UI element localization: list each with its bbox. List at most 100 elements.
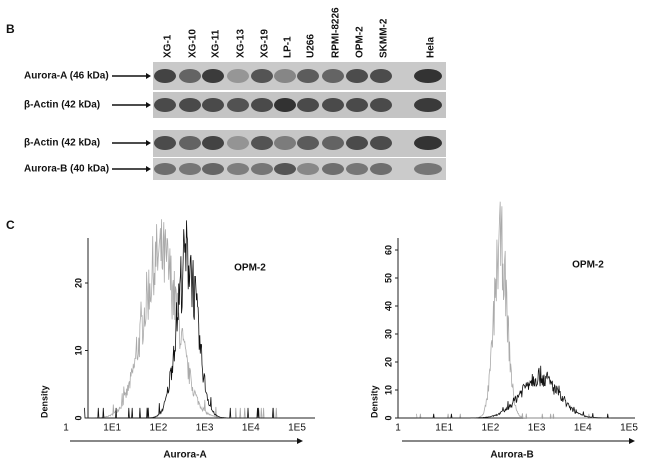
band	[154, 69, 176, 83]
x-tick-label: 1E4	[574, 423, 592, 434]
band	[274, 98, 296, 112]
row-label: β-Actin (42 kDa)	[24, 100, 100, 111]
band	[154, 98, 176, 112]
x-tick-label: 1	[395, 423, 401, 434]
x-tick-label: 1E1	[435, 423, 453, 434]
lane-label: U266	[306, 34, 317, 58]
lane-label: XG-11	[211, 29, 222, 58]
lane-label: XG-10	[188, 29, 199, 58]
band	[251, 136, 273, 150]
band	[297, 98, 319, 112]
lane-label: XG-19	[260, 29, 271, 58]
band	[227, 98, 249, 112]
band	[227, 163, 249, 175]
y-tick-label: 50	[383, 273, 393, 283]
lane-label: XG-1	[163, 34, 174, 58]
band	[274, 136, 296, 150]
x-tick-label: 1E4	[242, 423, 260, 434]
band	[251, 163, 273, 175]
band	[370, 98, 392, 112]
band	[370, 69, 392, 83]
y-axis-label: Density	[39, 385, 49, 418]
band	[179, 136, 201, 150]
lane-label: XG-13	[236, 29, 247, 58]
band	[322, 98, 344, 112]
y-tick-label: 10	[73, 345, 83, 355]
arrow-head	[146, 166, 151, 172]
arrow-head	[146, 140, 151, 146]
band	[414, 136, 442, 150]
band	[154, 136, 176, 150]
band	[202, 136, 224, 150]
band	[346, 163, 368, 175]
x-arrow-head	[629, 438, 635, 444]
y-axis-label: Density	[369, 385, 379, 418]
band	[251, 98, 273, 112]
lane-label: LP-1	[283, 36, 294, 58]
band	[414, 98, 442, 112]
row-label: Aurora-B (40 kDa)	[24, 164, 109, 175]
plot-title: OPM-2	[572, 260, 604, 271]
lane-label: SKMM-2	[379, 18, 390, 58]
band	[274, 69, 296, 83]
histogram-trace	[84, 220, 279, 419]
y-tick-label: 20	[73, 278, 83, 288]
histogram-trace	[84, 219, 279, 419]
x-tick-label: 1E2	[482, 423, 500, 434]
band	[179, 163, 201, 175]
band	[322, 69, 344, 83]
band	[297, 136, 319, 150]
band	[322, 163, 344, 175]
arrow-head	[146, 73, 151, 79]
y-tick-label: 60	[383, 245, 393, 255]
x-tick-label: 1E5	[620, 423, 638, 434]
band	[346, 69, 368, 83]
x-tick-label: 1E2	[150, 423, 168, 434]
x-tick-label: 1E3	[196, 423, 214, 434]
y-tick-label: 0	[383, 415, 393, 420]
band	[370, 163, 392, 175]
arrow-head	[146, 102, 151, 108]
plot-title: OPM-2	[234, 263, 266, 274]
band	[227, 69, 249, 83]
band	[202, 69, 224, 83]
band	[251, 69, 273, 83]
band	[179, 69, 201, 83]
band	[346, 136, 368, 150]
band	[202, 98, 224, 112]
panel-label: C	[6, 218, 15, 232]
x-axis-label: Aurora-B	[490, 450, 533, 461]
lane-label: Hela	[426, 36, 437, 58]
band	[297, 69, 319, 83]
band	[202, 163, 224, 175]
row-label: β-Actin (42 kDa)	[24, 138, 100, 149]
histogram-trace	[416, 365, 611, 419]
y-tick-label: 10	[383, 385, 393, 395]
band	[227, 136, 249, 150]
lane-label: OPM-2	[355, 26, 366, 58]
band	[297, 163, 319, 175]
histogram-trace	[416, 201, 611, 419]
band	[274, 163, 296, 175]
y-tick-label: 0	[73, 415, 83, 420]
band	[414, 69, 442, 83]
blot-strip	[153, 158, 446, 180]
band	[414, 163, 442, 175]
band	[154, 163, 176, 175]
y-tick-label: 40	[383, 301, 393, 311]
x-tick-label: 1	[63, 423, 69, 434]
y-tick-label: 30	[383, 329, 393, 339]
x-tick-label: 1E1	[103, 423, 121, 434]
x-arrow-head	[297, 438, 303, 444]
y-tick-label: 20	[383, 357, 393, 367]
band	[322, 136, 344, 150]
x-tick-label: 1E5	[288, 423, 306, 434]
band	[370, 136, 392, 150]
band	[179, 98, 201, 112]
band	[346, 98, 368, 112]
row-label: Aurora-A (46 kDa)	[24, 71, 109, 82]
x-axis-label: Aurora-A	[163, 450, 206, 461]
panel-label: B	[6, 22, 15, 36]
lane-label: RPMI-8226	[331, 7, 342, 58]
